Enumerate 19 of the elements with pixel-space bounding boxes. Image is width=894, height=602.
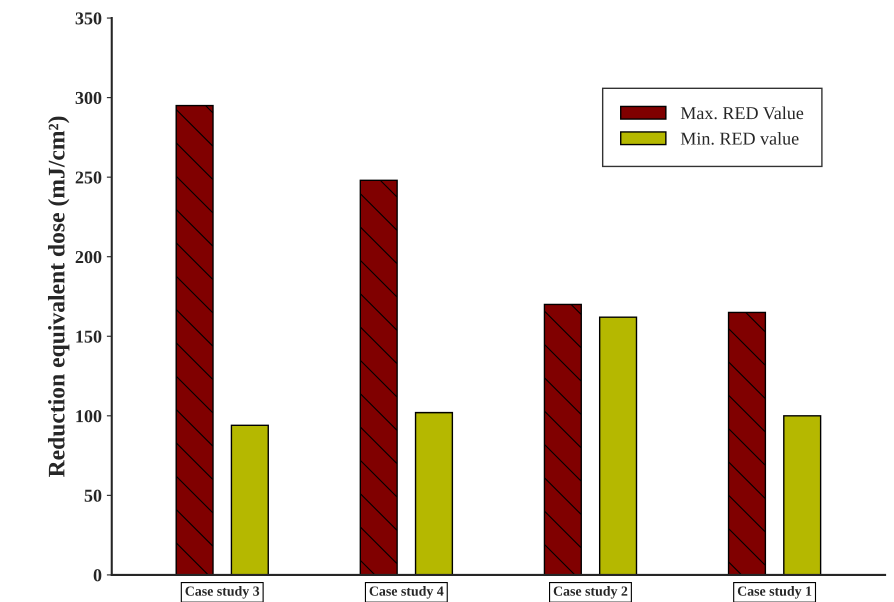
legend-label: Max. RED Value [680, 106, 804, 120]
y-tick-label: 250 [76, 171, 102, 184]
y-axis-title: Reduction equivalent dose (mJ/cm²) [48, 116, 70, 478]
y-tick-label: 200 [76, 250, 102, 264]
y-tick-label: 100 [76, 410, 102, 422]
x-tick-label: Case study 3 [185, 586, 260, 599]
y-tick-label: 300 [76, 92, 102, 104]
bar [230, 424, 269, 575]
y-tick-label: 0 [94, 569, 102, 582]
bar [598, 316, 638, 575]
x-tick-label: Case study 2 [554, 586, 628, 599]
x-tick-label: Case study 1 [738, 586, 812, 599]
y-tick-label: 350 [76, 12, 102, 24]
legend-label: Min. RED value [680, 132, 799, 145]
x-tick-label: Case study 4 [370, 586, 444, 599]
bar [783, 415, 822, 575]
y-tick-label: 150 [76, 330, 102, 343]
y-tick-label: 50 [84, 490, 102, 502]
bar [414, 412, 454, 575]
